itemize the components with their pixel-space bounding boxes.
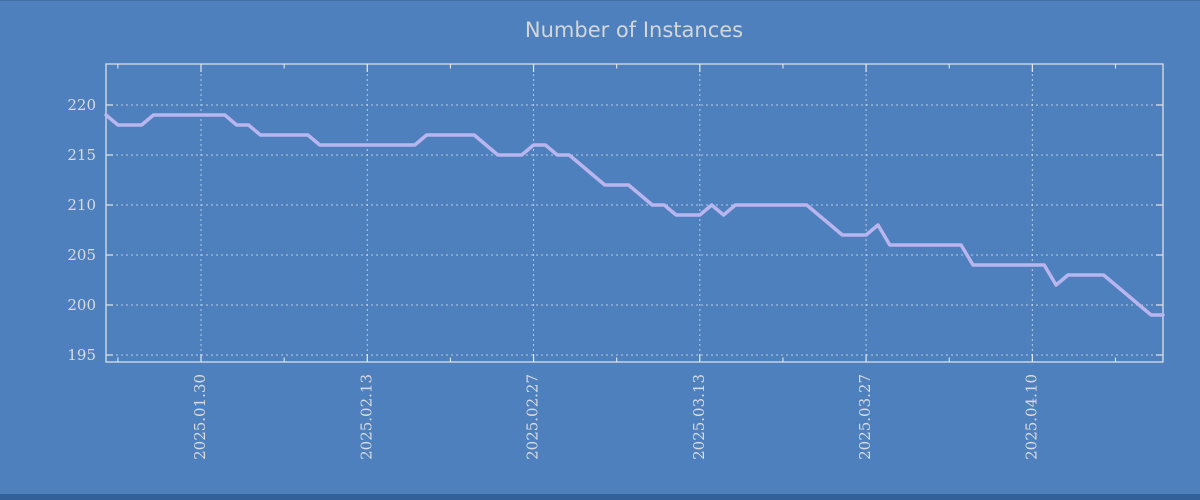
x-tick-label: 2025.03.27 (856, 374, 874, 460)
y-tick-label: 205 (67, 246, 96, 264)
y-tick-label: 210 (67, 196, 96, 214)
y-axis-labels: 195 200 205 210 215 220 (67, 96, 96, 364)
gridlines (106, 64, 1163, 362)
top-edge (0, 0, 1200, 1)
bottom-strip (0, 494, 1200, 500)
series-line-instances (104, 113, 1165, 317)
y-tick-label: 215 (67, 146, 96, 164)
x-tick-label: 2025.01.30 (191, 374, 209, 460)
chart-title: Number of Instances (525, 18, 743, 42)
y-tick-label: 195 (67, 346, 96, 364)
x-tick-label: 2025.04.10 (1022, 374, 1040, 460)
x-axis-labels: 2025.01.30 2025.02.13 2025.02.27 2025.03.13… (191, 374, 1040, 460)
y-tick-label: 200 (67, 296, 96, 314)
plot-border (105, 63, 1164, 363)
x-tick-label: 2025.02.27 (524, 374, 542, 460)
axis-ticks (106, 64, 1163, 362)
y-tick-label: 220 (67, 96, 96, 114)
x-tick-label: 2025.03.13 (690, 374, 708, 460)
x-tick-label: 2025.02.13 (357, 374, 375, 460)
